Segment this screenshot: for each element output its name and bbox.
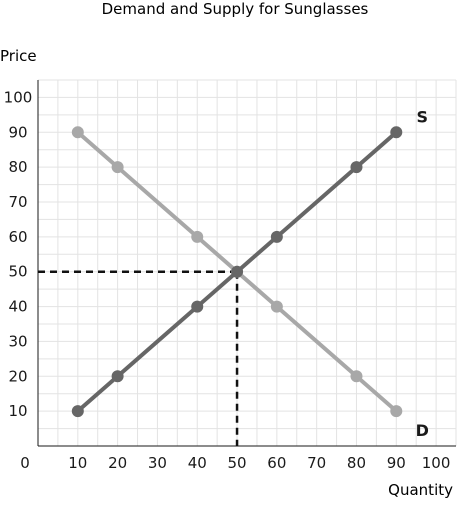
x-tick-label: 90 xyxy=(387,454,406,472)
data-point-s xyxy=(111,370,124,383)
y-tick-label: 80 xyxy=(8,158,27,176)
data-point-s xyxy=(350,161,363,174)
x-tick-label: 60 xyxy=(267,454,286,472)
data-point-s xyxy=(390,126,403,139)
y-tick-label: 60 xyxy=(8,228,27,246)
y-tick-label: 70 xyxy=(8,193,27,211)
series-labels: SD xyxy=(416,107,429,440)
x-tick-label: 20 xyxy=(108,454,127,472)
y-tick-label: 90 xyxy=(8,123,27,141)
axes xyxy=(37,80,456,447)
tick-labels: 10 20 30 40 50 60 70 80 90 100 10 20 30 40 50 60 70 80 90 1… xyxy=(4,88,451,472)
chart-title: Demand and Supply for Sunglasses xyxy=(102,0,369,18)
y-tick-label: 20 xyxy=(8,367,27,385)
data-point-d xyxy=(350,370,363,383)
x-tick-label: 50 xyxy=(228,454,247,472)
data-point-s xyxy=(191,300,204,313)
series-layer xyxy=(71,126,403,418)
origin-label: 0 xyxy=(20,454,30,472)
series-label-d: D xyxy=(416,421,429,440)
y-tick-label: 100 xyxy=(4,88,33,106)
y-axis-title: Price xyxy=(0,47,37,65)
data-point-s xyxy=(71,405,84,418)
grid xyxy=(38,79,457,446)
y-tick-label: 50 xyxy=(8,263,27,281)
x-tick-label: 10 xyxy=(68,454,87,472)
y-tick-label: 30 xyxy=(8,332,27,350)
x-tick-label: 30 xyxy=(148,454,167,472)
data-point-d xyxy=(390,405,403,418)
x-tick-label: 100 xyxy=(422,454,451,472)
x-axis-title: Quantity xyxy=(388,481,453,499)
data-point-s xyxy=(270,230,283,243)
y-tick-label: 40 xyxy=(8,298,27,316)
series-label-s: S xyxy=(417,107,429,126)
data-point-d xyxy=(111,161,124,174)
x-tick-label: 80 xyxy=(347,454,366,472)
equilibrium-guides xyxy=(38,270,239,446)
x-tick-label: 40 xyxy=(188,454,207,472)
x-tick-label: 70 xyxy=(307,454,326,472)
data-point-d xyxy=(270,300,283,313)
data-point-d xyxy=(71,126,84,139)
data-point-d xyxy=(191,230,204,243)
data-point-s xyxy=(231,265,244,278)
y-tick-label: 10 xyxy=(8,402,27,420)
